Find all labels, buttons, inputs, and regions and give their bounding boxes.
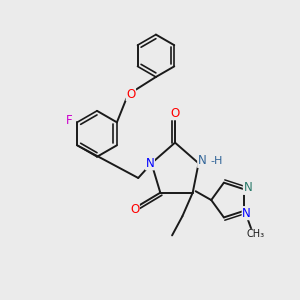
Text: O: O (170, 107, 180, 120)
Text: N: N (146, 157, 154, 170)
Text: CH₃: CH₃ (247, 229, 265, 239)
Text: N: N (198, 154, 206, 167)
Text: O: O (126, 88, 136, 100)
Text: -H: -H (211, 156, 223, 166)
Text: F: F (66, 114, 72, 127)
Text: N: N (243, 182, 252, 194)
Text: N: N (242, 207, 251, 220)
Text: O: O (130, 203, 139, 216)
